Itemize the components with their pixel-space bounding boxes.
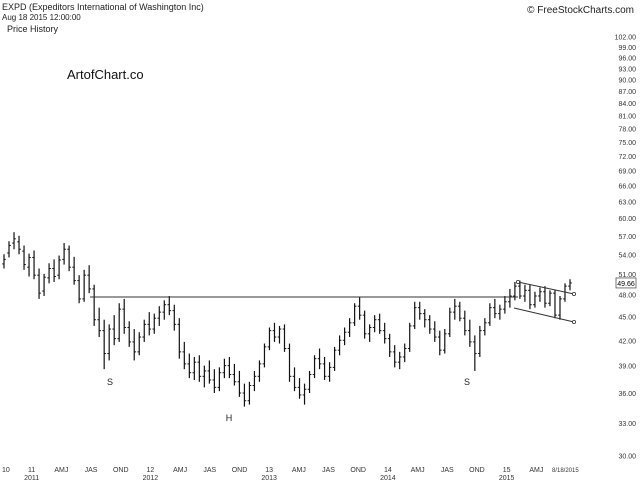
y-tick-label: 90.00 (618, 77, 636, 84)
y-tick-label: 84.00 (618, 101, 636, 108)
y-tick-label: 93.00 (618, 66, 636, 73)
x-tick-label: AMJ (292, 467, 306, 474)
x-tick-label: 10 (2, 467, 10, 474)
y-tick-label: 39.00 (618, 364, 636, 371)
pattern-annotation: S (107, 377, 113, 387)
chart-title: EXPD (Expeditors International of Washin… (2, 2, 204, 12)
panel-label: Price History (7, 24, 59, 34)
x-tick-label: 13 (265, 467, 273, 474)
y-tick-label: 102.00 (615, 35, 637, 42)
x-tick-label: AMJ (54, 467, 68, 474)
x-tick-label: 8/18/2015 (552, 468, 579, 474)
x-tick-label: OND (469, 467, 485, 474)
y-tick-label: 81.00 (618, 114, 636, 121)
flag-lower-line (513, 307, 575, 323)
y-tick-label: 54.00 (618, 252, 636, 259)
y-tick-label: 51.00 (618, 272, 636, 279)
y-tick-label: 63.00 (618, 200, 636, 207)
y-tick-label: 30.00 (618, 453, 636, 460)
x-year-label: 2012 (143, 475, 159, 480)
x-tick-label: JAS (203, 467, 216, 474)
y-tick-label: 57.00 (618, 234, 636, 241)
pattern-annotation: S (464, 377, 470, 387)
last-price-box (615, 277, 637, 289)
last-price-label: 49.66 (617, 281, 635, 288)
x-tick-label: 15 (503, 467, 511, 474)
y-tick-label: 33.00 (618, 421, 636, 428)
x-tick-label: AMJ (529, 467, 543, 474)
y-tick-label: 72.00 (618, 154, 636, 161)
trendline-handle[interactable] (572, 319, 577, 324)
trendline-handle[interactable] (572, 291, 577, 296)
x-tick-label: OND (113, 467, 129, 474)
y-tick-label: 42.00 (618, 338, 636, 345)
x-tick-label: 11 (28, 467, 35, 474)
y-tick-label: 36.00 (618, 391, 636, 398)
y-tick-label: 96.00 (618, 55, 636, 62)
y-tick-label: 48.00 (618, 293, 636, 300)
x-year-label: 2013 (261, 475, 277, 480)
x-tick-label: JAS (322, 467, 335, 474)
y-tick-label: 87.00 (618, 89, 636, 96)
flag-upper-line (517, 281, 575, 295)
y-tick-label: 75.00 (618, 140, 636, 147)
x-tick-label: AMJ (173, 467, 187, 474)
x-tick-label: OND (350, 467, 366, 474)
x-year-label: 2011 (24, 475, 39, 480)
y-tick-label: 69.00 (618, 168, 636, 175)
source-label[interactable]: © FreeStockCharts.com (527, 5, 634, 16)
y-tick-label: 66.00 (618, 184, 636, 191)
watermark-text: ArtofChart.co (67, 67, 144, 82)
x-year-label: 2014 (380, 475, 396, 480)
chart-timestamp: Aug 18 2015 12:00:00 (2, 13, 81, 22)
x-tick-label: 12 (147, 467, 155, 474)
x-tick-label: 14 (384, 467, 392, 474)
y-tick-label: 78.00 (618, 126, 636, 133)
y-tick-label: 45.00 (618, 315, 636, 322)
pattern-annotation: H (226, 413, 233, 423)
x-tick-label: AMJ (411, 467, 425, 474)
y-tick-label: 99.00 (618, 45, 636, 52)
x-year-label: 2015 (499, 475, 515, 480)
trendline-handle[interactable] (516, 279, 521, 284)
x-tick-label: OND (232, 467, 248, 474)
x-tick-label: JAS (441, 467, 454, 474)
x-tick-label: JAS (85, 467, 98, 474)
y-tick-label: 60.00 (618, 216, 636, 223)
